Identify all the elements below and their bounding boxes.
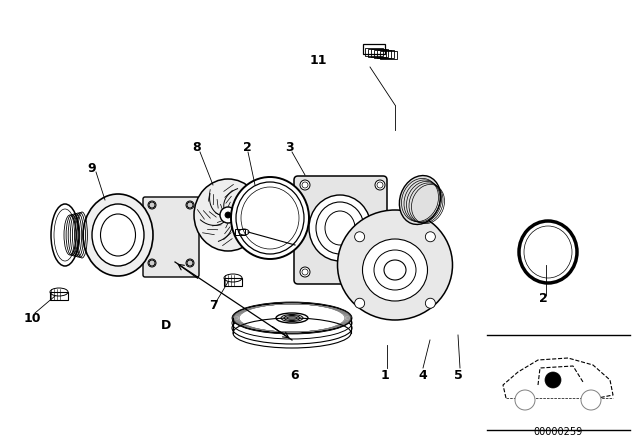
Bar <box>224 278 242 286</box>
Circle shape <box>149 260 155 266</box>
FancyBboxPatch shape <box>294 176 387 284</box>
Circle shape <box>187 260 193 266</box>
Ellipse shape <box>232 302 352 334</box>
Circle shape <box>187 202 193 208</box>
Ellipse shape <box>233 303 351 333</box>
Bar <box>368 48 386 56</box>
Text: 8: 8 <box>193 141 202 154</box>
Circle shape <box>545 372 561 388</box>
Ellipse shape <box>194 179 262 251</box>
Text: 1: 1 <box>381 369 389 382</box>
Circle shape <box>426 232 435 242</box>
Bar <box>371 49 388 57</box>
Ellipse shape <box>362 239 428 301</box>
Circle shape <box>148 259 156 267</box>
Text: 00000259: 00000259 <box>533 427 582 437</box>
Circle shape <box>186 259 194 267</box>
Text: 9: 9 <box>88 161 96 175</box>
Circle shape <box>300 180 310 190</box>
Bar <box>377 50 394 58</box>
Ellipse shape <box>231 177 309 259</box>
Circle shape <box>355 232 365 242</box>
Text: 4: 4 <box>419 369 428 382</box>
Circle shape <box>426 298 435 308</box>
Circle shape <box>375 267 385 277</box>
Circle shape <box>149 202 155 208</box>
Circle shape <box>581 390 601 410</box>
Text: 5: 5 <box>454 369 462 382</box>
Ellipse shape <box>337 210 452 320</box>
Circle shape <box>225 212 231 218</box>
Ellipse shape <box>399 176 441 224</box>
Ellipse shape <box>83 194 153 276</box>
Circle shape <box>355 298 365 308</box>
Ellipse shape <box>284 315 300 320</box>
Bar <box>365 48 383 56</box>
Text: 6: 6 <box>291 369 300 382</box>
Ellipse shape <box>276 313 308 323</box>
FancyBboxPatch shape <box>143 197 199 277</box>
Bar <box>50 292 68 300</box>
Circle shape <box>300 267 310 277</box>
Circle shape <box>375 180 385 190</box>
Text: 3: 3 <box>285 141 294 154</box>
Text: D: D <box>161 319 171 332</box>
Circle shape <box>220 207 236 223</box>
Text: 11: 11 <box>309 53 327 66</box>
Ellipse shape <box>384 260 406 280</box>
Bar <box>374 49 391 57</box>
Ellipse shape <box>309 195 371 261</box>
Bar <box>380 51 397 59</box>
Text: 2: 2 <box>243 141 252 154</box>
Circle shape <box>186 201 194 209</box>
Bar <box>363 44 385 54</box>
Ellipse shape <box>92 204 144 266</box>
Text: 7: 7 <box>209 298 218 311</box>
Bar <box>235 229 245 235</box>
Text: 2: 2 <box>539 292 547 305</box>
Ellipse shape <box>252 207 264 223</box>
Circle shape <box>515 390 535 410</box>
Circle shape <box>148 201 156 209</box>
Text: 10: 10 <box>23 311 41 324</box>
